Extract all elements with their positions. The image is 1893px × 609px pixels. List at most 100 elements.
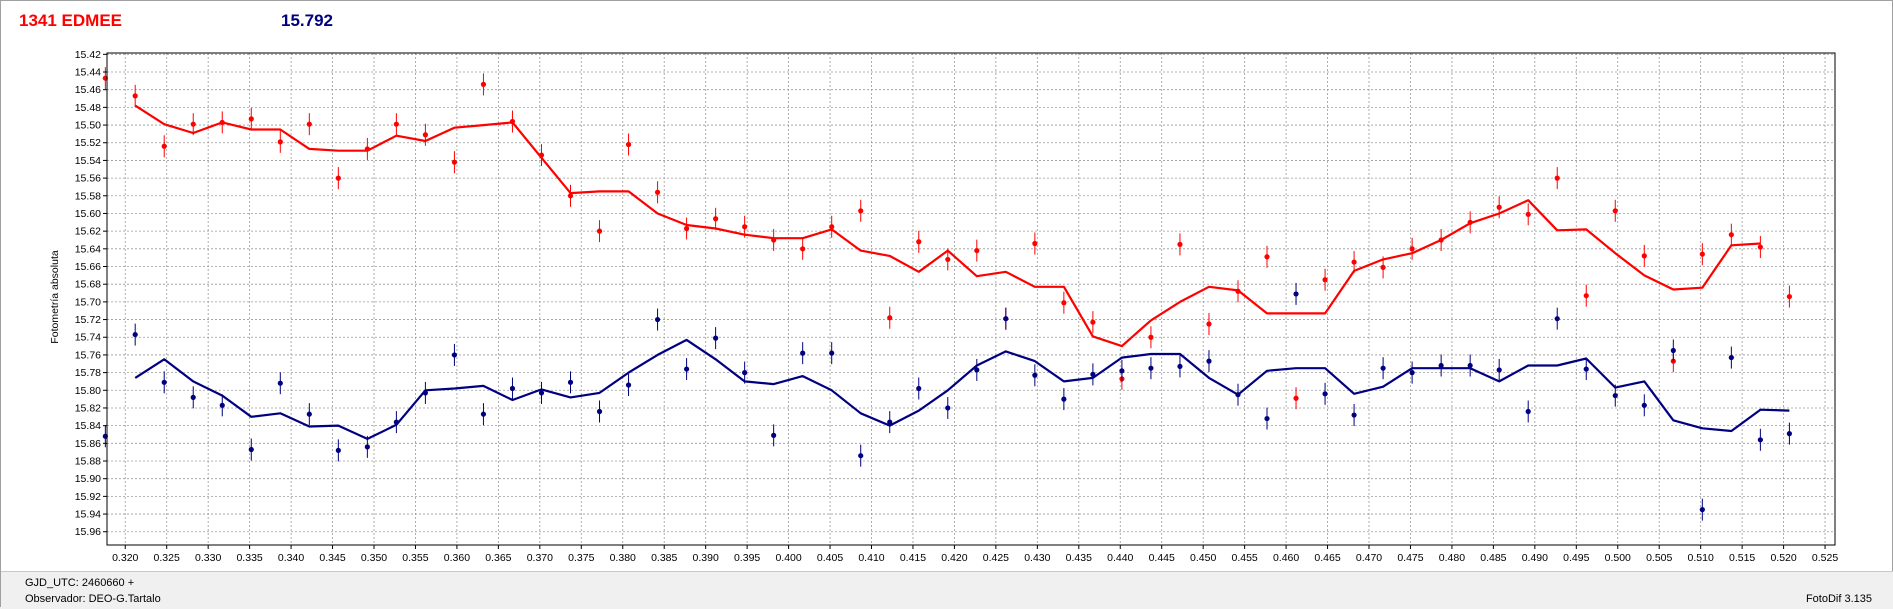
app-version: FotoDif 3.135 <box>1805 593 1872 605</box>
x-tick-label: 0.320 <box>112 552 138 564</box>
data-point-1 <box>625 141 632 148</box>
x-tick-label: 0.510 <box>1688 552 1714 564</box>
data-point-1 <box>364 146 370 152</box>
y-tick-label: 15.62 <box>75 226 101 238</box>
x-tick-label: 0.415 <box>900 552 926 564</box>
data-point-1 <box>800 246 806 252</box>
data-point-1 <box>683 225 690 232</box>
y-tick-label: 15.48 <box>75 102 101 114</box>
y-tick-label: 15.70 <box>75 296 101 308</box>
data-point-1 <box>422 132 429 138</box>
x-tick-label: 0.475 <box>1397 552 1423 564</box>
axes: 15.42 15.44 15.46 15.48 15.50 15.52 15.54 15.56… <box>75 49 1839 564</box>
data-point-2 <box>335 447 341 454</box>
observer-label: Observador: DEO-G.Tartalo <box>25 593 161 605</box>
data-point-1 <box>1728 232 1734 238</box>
data-point-2 <box>1003 316 1009 322</box>
y-tick-label: 15.68 <box>75 279 101 291</box>
x-tick-label: 0.505 <box>1646 552 1672 564</box>
y-tick-label: 15.92 <box>75 491 101 503</box>
x-tick-label: 0.520 <box>1770 552 1796 564</box>
data-point-2 <box>1525 408 1531 415</box>
data-point-1 <box>1757 244 1763 250</box>
x-tick-label: 0.440 <box>1107 552 1133 564</box>
data-point-1 <box>974 247 980 254</box>
data-point-2 <box>1670 347 1676 354</box>
data-point-2 <box>1177 363 1183 370</box>
x-tick-label: 0.365 <box>485 552 511 564</box>
x-tick-label: 0.410 <box>858 552 884 564</box>
data-point-2 <box>887 419 893 425</box>
data-point-1 <box>1699 251 1705 257</box>
x-tick-label: 0.435 <box>1066 552 1092 564</box>
data-point-2 <box>1119 368 1125 374</box>
data-point-1 <box>654 189 661 195</box>
data-point-2 <box>1612 392 1618 399</box>
data-point-1 <box>1786 293 1792 300</box>
data-point-2 <box>1554 316 1560 322</box>
x-tick-label: 0.460 <box>1273 552 1299 564</box>
data-point-2 <box>713 335 719 341</box>
x-tick-label: 0.455 <box>1231 552 1257 564</box>
data-point-2 <box>1641 402 1647 408</box>
x-tick-label: 0.330 <box>195 552 221 564</box>
y-tick-label: 15.42 <box>75 49 101 61</box>
data-point-1 <box>742 224 748 230</box>
data-point-1 <box>248 116 254 122</box>
data-point-2 <box>1438 362 1444 369</box>
data-point-1 <box>1554 175 1560 181</box>
x-tick-label: 0.325 <box>154 552 180 564</box>
data-point-2 <box>654 316 661 323</box>
data-point-1 <box>1322 277 1328 283</box>
data-point-1 <box>596 228 603 234</box>
data-point-1 <box>1032 240 1038 247</box>
data-point-1 <box>1264 254 1270 260</box>
data-point-2 <box>219 402 225 408</box>
data-point-2 <box>858 453 864 459</box>
data-point-1 <box>1351 259 1357 265</box>
data-point-2 <box>1090 371 1096 377</box>
y-tick-label: 15.72 <box>75 314 101 326</box>
data-point-2 <box>567 379 574 385</box>
data-point-1 <box>1293 395 1299 401</box>
x-tick-label: 0.495 <box>1563 552 1589 564</box>
data-point-2 <box>800 350 806 356</box>
y-tick-label: 15.46 <box>75 84 101 96</box>
y-tick-label: 15.78 <box>75 367 101 379</box>
data-point-2 <box>625 382 632 388</box>
data-point-1 <box>1148 334 1154 340</box>
x-tick-label: 0.405 <box>817 552 843 564</box>
data-point-1 <box>1612 208 1618 214</box>
x-tick-label: 0.445 <box>1149 552 1175 564</box>
data-point-2 <box>1264 415 1270 422</box>
data-point-2 <box>1409 370 1415 376</box>
grid <box>107 53 1835 545</box>
data-point-2 <box>1322 391 1328 397</box>
data-point-1 <box>306 121 312 127</box>
data-point-1 <box>480 81 487 87</box>
mean-magnitude: 15.792 <box>281 11 333 30</box>
data-point-1 <box>1206 321 1212 327</box>
data-point-2 <box>1351 412 1357 418</box>
data-point-1 <box>1583 293 1589 299</box>
data-point-1 <box>829 224 835 230</box>
x-tick-label: 0.400 <box>775 552 801 564</box>
data-point-2 <box>1728 354 1734 361</box>
data-point-2 <box>596 408 603 415</box>
y-tick-label: 15.90 <box>75 473 101 485</box>
y-tick-label: 15.44 <box>75 67 101 79</box>
x-tick-label: 0.515 <box>1729 552 1755 564</box>
x-tick-label: 0.395 <box>734 552 760 564</box>
plot-border <box>106 52 1836 546</box>
x-tick-label: 0.500 <box>1605 552 1631 564</box>
x-tick-label: 0.375 <box>568 552 594 564</box>
data-point-1 <box>567 193 574 199</box>
y-tick-label: 15.54 <box>75 155 101 167</box>
data-point-2 <box>1032 372 1038 378</box>
data-point-1 <box>1409 246 1415 252</box>
y-tick-label: 15.94 <box>75 509 101 521</box>
x-tick-label: 0.430 <box>1024 552 1050 564</box>
data-point-1 <box>190 121 196 127</box>
y-axis-label: Fotometría absoluta <box>49 250 61 344</box>
